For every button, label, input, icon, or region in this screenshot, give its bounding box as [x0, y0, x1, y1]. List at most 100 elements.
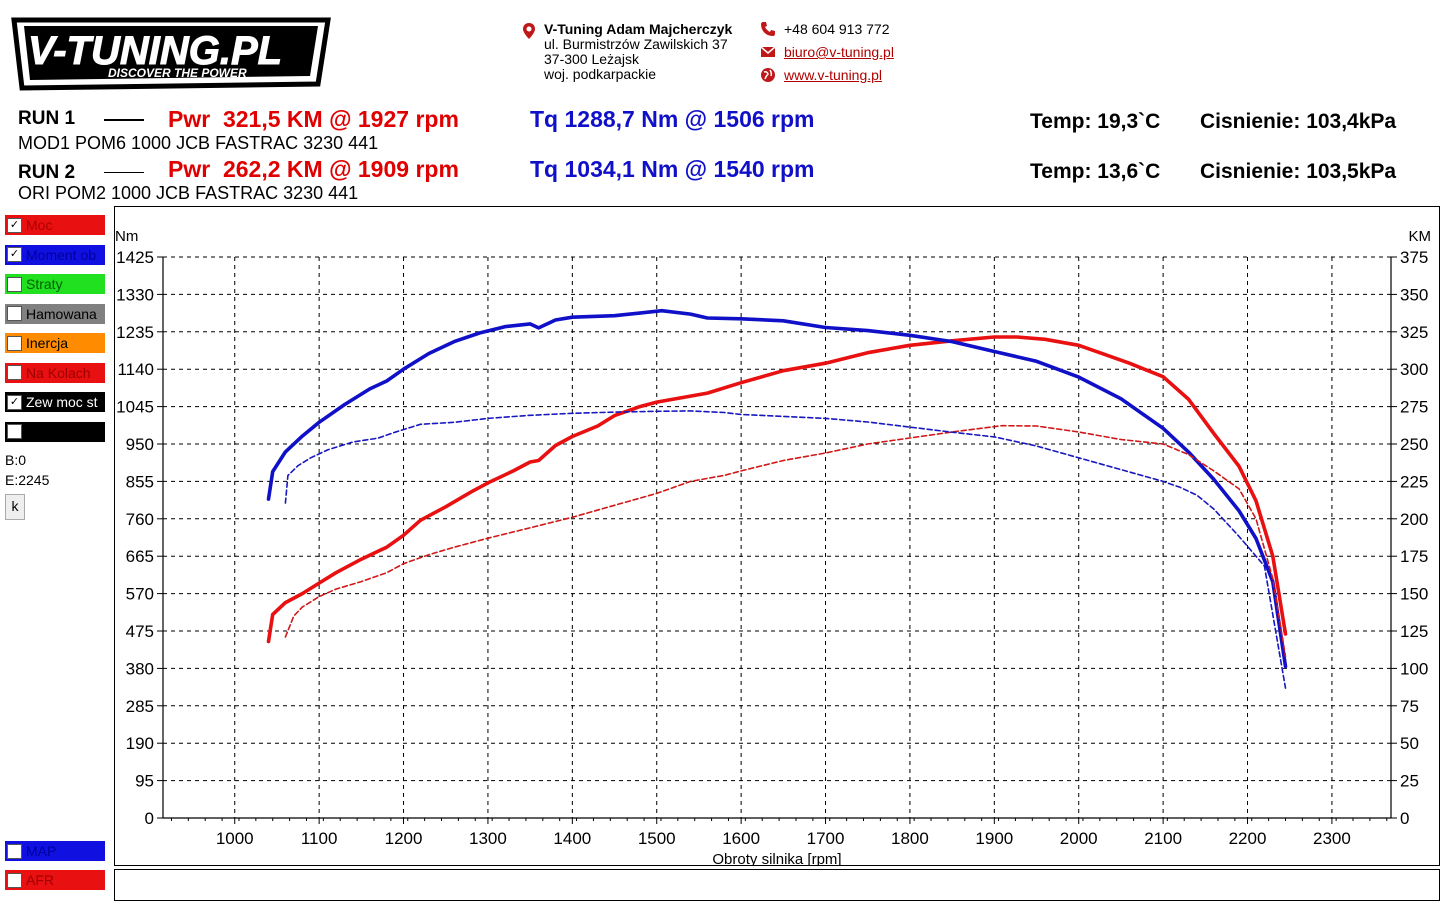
- k-button[interactable]: k: [5, 494, 25, 520]
- y-right-tick-label: 250: [1400, 435, 1428, 454]
- legend-checkbox[interactable]: [7, 872, 22, 888]
- y-left-tick-label: 570: [126, 585, 154, 604]
- legend-checkbox[interactable]: ✓: [7, 217, 22, 233]
- y-left-tick-label: 1330: [116, 285, 154, 304]
- envelope-icon: [760, 46, 776, 57]
- y-right-tick-label: 350: [1400, 285, 1428, 304]
- x-tick-label: 1400: [553, 829, 591, 848]
- y-left-tick-label: 475: [126, 622, 154, 641]
- x-tick-label: 1300: [469, 829, 507, 848]
- x-tick-label: 2300: [1313, 829, 1351, 848]
- website-link[interactable]: www.v-tuning.pl: [784, 67, 883, 83]
- y-right-tick-label: 175: [1400, 547, 1428, 566]
- x-tick-label: 1900: [975, 829, 1013, 848]
- run1-label: RUN 1: [18, 108, 76, 129]
- y-left-tick-label: 95: [135, 772, 154, 791]
- legend-label: Straty: [26, 276, 63, 292]
- y-right-tick-label: 300: [1400, 360, 1428, 379]
- run1-description: MOD1 POM6 1000 JCB FASTRAC 3230 441: [18, 133, 379, 153]
- x-tick-label: 1800: [891, 829, 929, 848]
- y-left-unit: Nm: [115, 228, 138, 245]
- aux-legend-item[interactable]: MAP: [5, 841, 105, 861]
- y-right-tick-label: 375: [1400, 248, 1428, 267]
- y-left-tick-label: 190: [126, 734, 154, 753]
- y-right-tick-label: 200: [1400, 510, 1428, 529]
- grid: [163, 256, 1391, 818]
- run1-power-line: [266, 335, 1288, 644]
- phone-number: +48 604 913 772: [784, 21, 890, 37]
- legend-item[interactable]: ✓ Moment ob: [5, 244, 105, 265]
- email-link[interactable]: biuro@v-tuning.pl: [784, 44, 894, 60]
- y-left-tick-label: 1425: [116, 248, 154, 267]
- legend-checkbox[interactable]: [7, 276, 22, 292]
- logo-text: V-TUNING.PL: [28, 29, 282, 73]
- y-right-tick-label: 100: [1400, 659, 1428, 678]
- y-right-tick-label: 275: [1400, 398, 1428, 417]
- y-right-tick-label: 150: [1400, 585, 1428, 604]
- legend-item[interactable]: ✓ Moc: [5, 215, 105, 235]
- run2-power-line: [284, 424, 1287, 658]
- aux-legend-item[interactable]: AFR: [5, 870, 105, 890]
- run1-pressure: Cisnienie: 103,4kPa: [1200, 110, 1397, 133]
- legend-checkbox[interactable]: ✓: [7, 247, 22, 262]
- series-group: [266, 308, 1288, 689]
- legend-label: MAP: [26, 843, 57, 859]
- y-right-tick-label: 25: [1400, 772, 1419, 791]
- run2-torque-line: [284, 410, 1287, 689]
- region: woj. podkarpackie: [544, 66, 657, 82]
- legend-item[interactable]: Inercja: [5, 333, 105, 353]
- legend-item[interactable]: Straty: [5, 274, 105, 294]
- legend-item[interactable]: ✓ Zew moc st: [5, 392, 105, 412]
- run1-torque: Tq 1288,7 Nm @ 1506 rpm: [530, 106, 815, 132]
- street: ul. Burmistrzów Zawilskich 37: [544, 36, 728, 52]
- legend-item[interactable]: Hamowana: [5, 303, 105, 324]
- globe-icon: [761, 68, 775, 82]
- x-tick-label: 1000: [216, 829, 254, 848]
- status-b: B:0: [5, 452, 27, 468]
- x-tick-label: 1200: [385, 829, 423, 848]
- x-tick-label: 2100: [1144, 829, 1182, 848]
- y-left-tick-label: 760: [126, 510, 154, 529]
- x-tick-label: 2000: [1060, 829, 1098, 848]
- dyno-chart-svg: 1000 1100 1200 1300 1400 1500 1600 1700 1800 1900…: [115, 228, 1431, 868]
- legend-label: Moc: [26, 217, 53, 233]
- phone-row: +48 604 913 772: [760, 21, 890, 37]
- legend-label: Na Kolach: [26, 364, 91, 381]
- y-right-tick-label: 325: [1400, 323, 1428, 342]
- legend-checkbox[interactable]: [7, 843, 22, 859]
- y-right-tick-label: 125: [1400, 622, 1428, 641]
- y-left-tick-label: 380: [126, 659, 154, 678]
- legend-checkbox[interactable]: [7, 424, 22, 439]
- x-tick-label: 1500: [638, 829, 676, 848]
- y-left-tick-label: 0: [145, 809, 154, 828]
- website-row: www.v-tuning.pl: [760, 67, 882, 83]
- y-right-tick-label: 225: [1400, 472, 1428, 491]
- run2-label: RUN 2: [18, 162, 76, 183]
- legend-item[interactable]: [5, 421, 105, 442]
- bottom-panel: [114, 869, 1440, 901]
- y-left-tick-label: 1045: [116, 398, 154, 417]
- x-axis-label: Obroty silnika [rpm]: [712, 851, 841, 865]
- run2-line-sample: [104, 172, 144, 173]
- vtuning-logo: V-TUNING.PL DISCOVER THE POWER: [10, 12, 332, 94]
- phone-icon: [761, 22, 775, 36]
- run1-power: Pwr 321,5 KM @ 1927 rpm: [168, 106, 459, 132]
- y-right-tick-label: 75: [1400, 697, 1419, 716]
- run2-torque: Tq 1034,1 Nm @ 1540 rpm: [530, 156, 815, 182]
- legend-checkbox[interactable]: [7, 335, 22, 351]
- y-right-tick-label: 50: [1400, 734, 1419, 753]
- y-left-tick-label: 665: [126, 547, 154, 566]
- run1-torque-line: [266, 308, 1288, 669]
- legend-label: AFR: [26, 872, 54, 888]
- run2-description: ORI POM2 1000 JCB FASTRAC 3230 441: [18, 183, 359, 203]
- email-row: biuro@v-tuning.pl: [760, 44, 894, 60]
- legend-checkbox[interactable]: [7, 306, 22, 321]
- address-block: V-Tuning Adam Majcherczyk ul. Burmistrzó…: [523, 22, 732, 82]
- run1-line-sample: [104, 119, 144, 121]
- legend-label: Inercja: [26, 335, 69, 351]
- legend-checkbox[interactable]: [7, 365, 22, 380]
- run1-temp: Temp: 19,3`C: [1030, 110, 1161, 133]
- legend-checkbox[interactable]: ✓: [7, 394, 22, 410]
- run2-pressure: Cisnienie: 103,5kPa: [1200, 160, 1397, 183]
- legend-item[interactable]: Na Kolach: [5, 362, 105, 383]
